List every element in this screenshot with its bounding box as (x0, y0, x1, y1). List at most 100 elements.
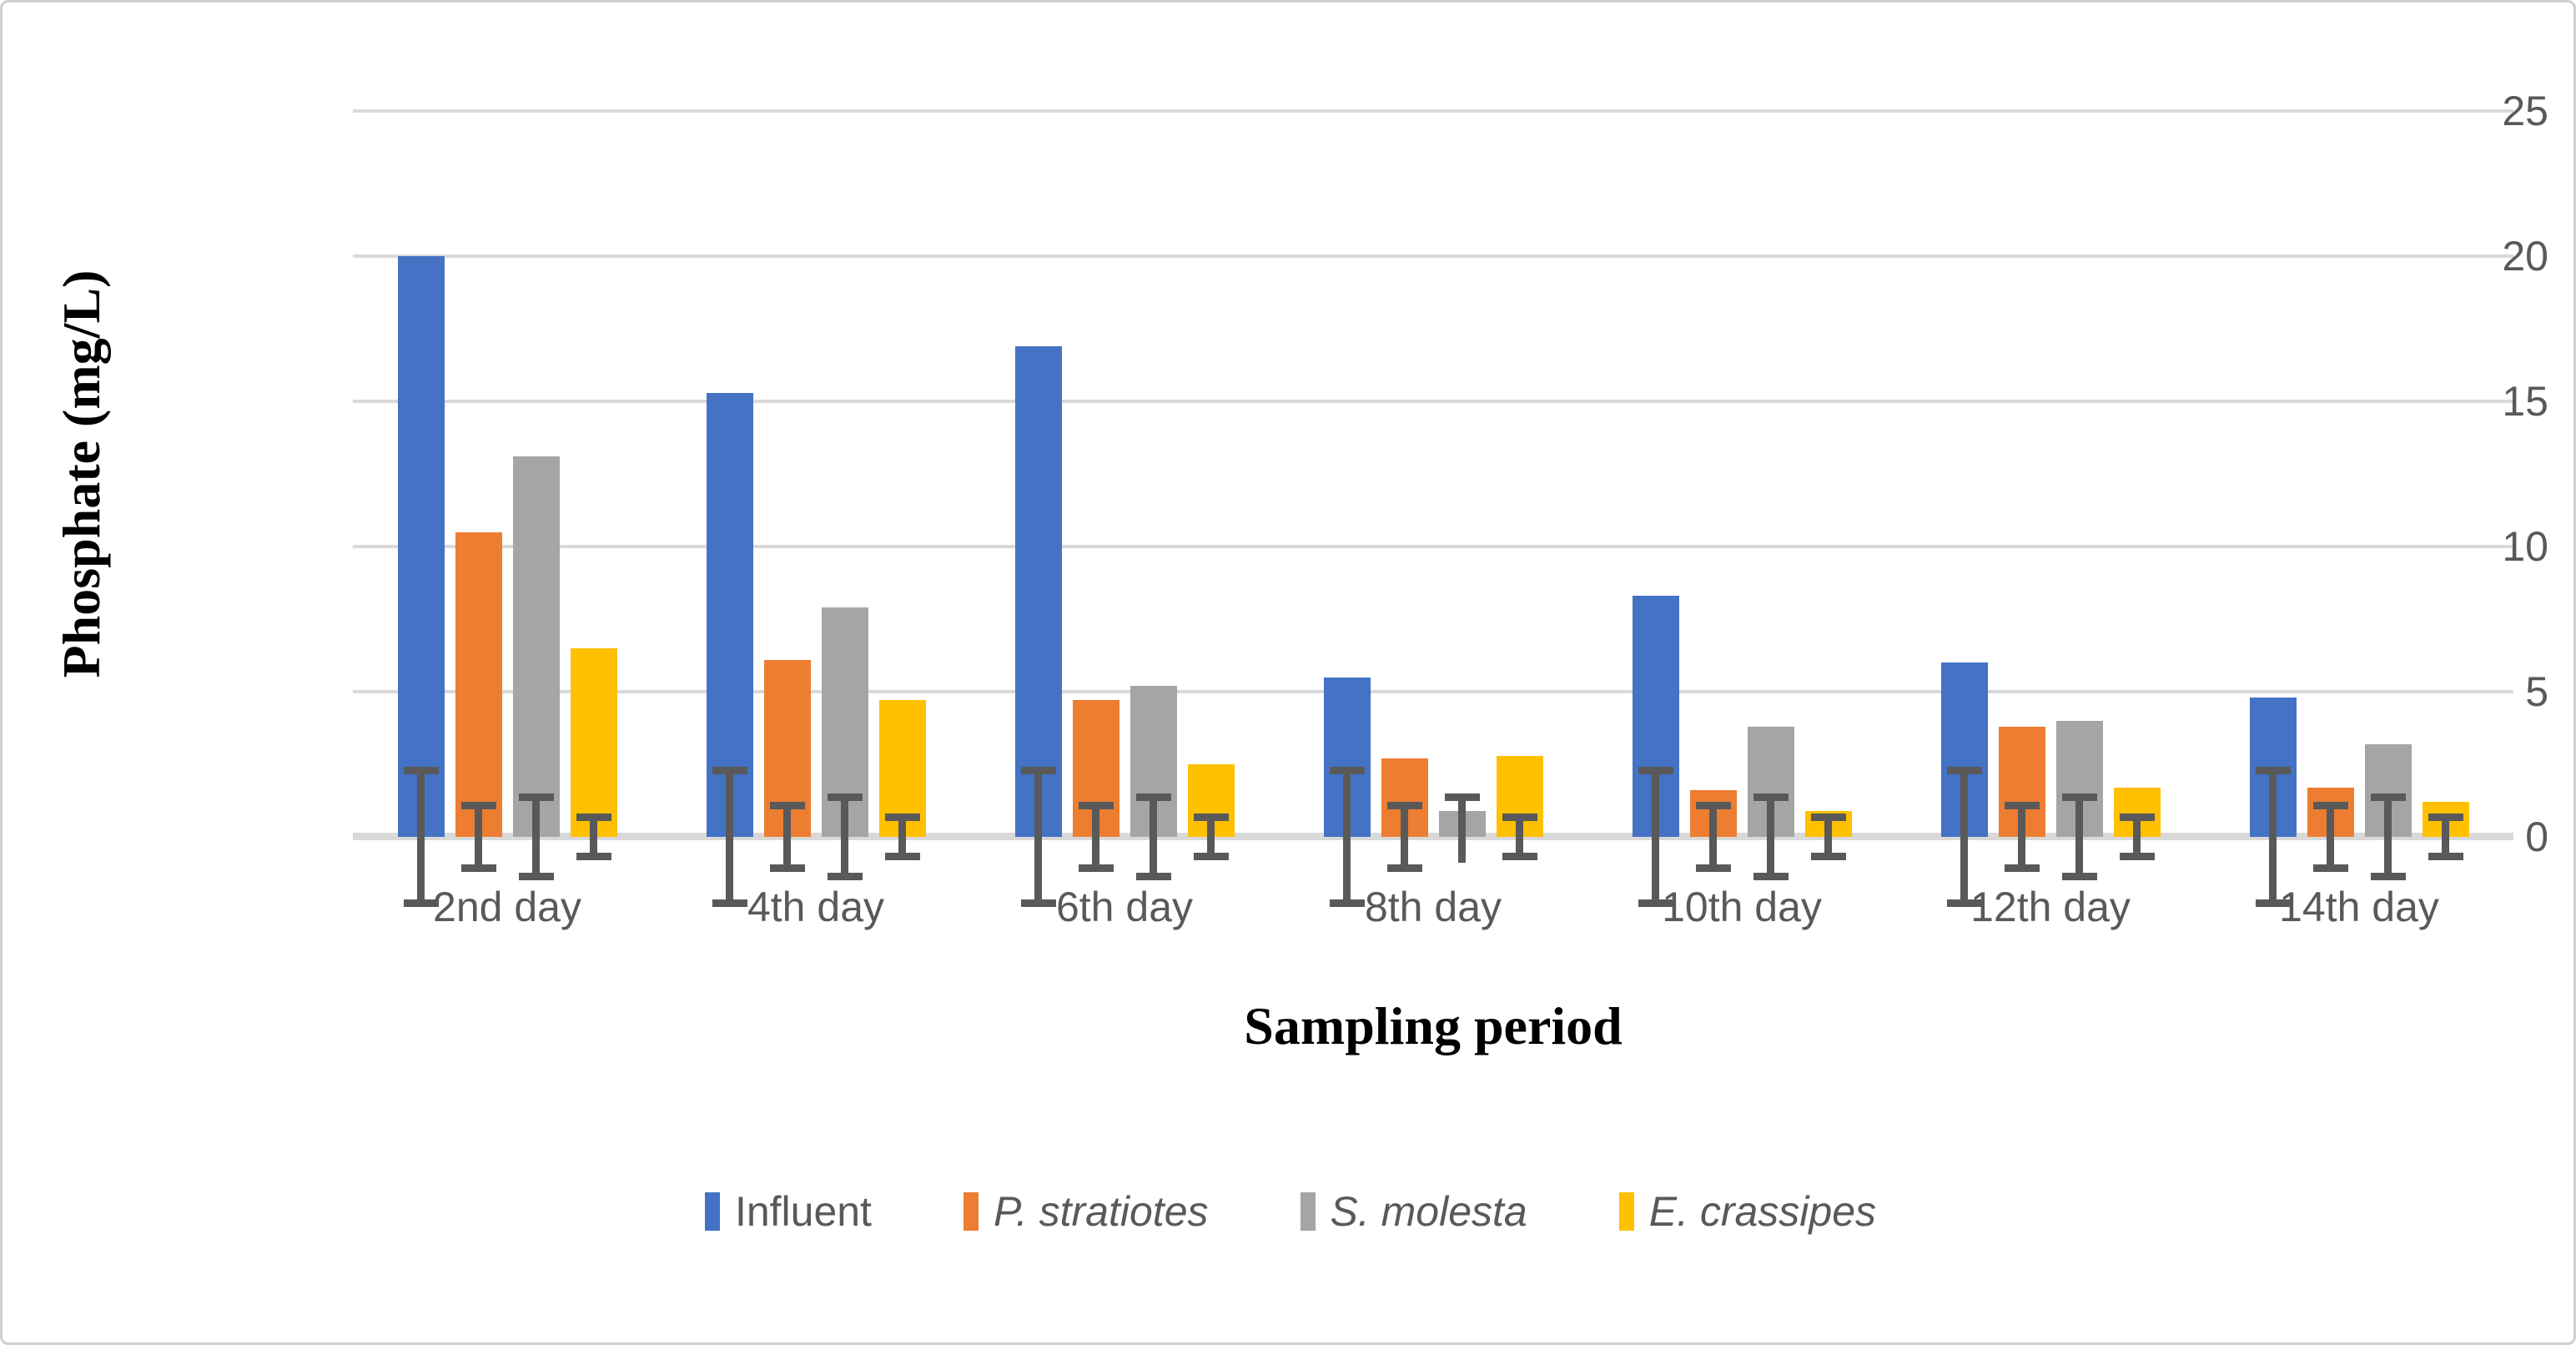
error-bar-bottom-cap (1810, 852, 1846, 860)
error-bar-top-cap (1386, 802, 1422, 810)
error-bar (1207, 814, 1215, 860)
y-tick-label-0: 0 (2525, 814, 2548, 860)
error-bar-bottom-cap (1386, 864, 1422, 872)
error-bar (1343, 767, 1351, 907)
error-bar-bottom-cap (1020, 899, 1056, 907)
error-bar-bottom-cap (1695, 864, 1731, 872)
error-bar-top-cap (712, 767, 747, 775)
error-bar-bottom-cap (712, 899, 747, 907)
error-bar-top-cap (884, 814, 920, 822)
error-bar-bottom-cap (1502, 852, 1537, 860)
y-tick-label-10: 10 (2502, 523, 2548, 570)
bar-group-8th-day (1279, 111, 1587, 907)
bar-P-stratiotes-14th-day (2307, 787, 2354, 872)
error-bar-bottom-cap (403, 899, 439, 907)
error-bar-bottom-cap (518, 873, 554, 881)
error-bar-top-cap (2119, 814, 2155, 822)
error-bar-top-cap (769, 802, 805, 810)
error-bar-bottom-cap (2119, 852, 2155, 860)
x-axis-title: Sampling period (1244, 996, 1623, 1055)
bar-Influent-4th-day (706, 392, 753, 907)
error-bar (2133, 814, 2141, 860)
y-tick-label-5: 5 (2525, 668, 2548, 715)
error-bar-top-cap (1502, 814, 1537, 822)
error-bar-bottom-cap (460, 864, 496, 872)
error-bar-top-cap (1135, 793, 1171, 801)
y-axis-title: Phosphate (mg/L) (52, 270, 111, 678)
error-bar-top-cap (1078, 802, 1114, 810)
error-bar-top-cap (2312, 802, 2348, 810)
error-bar-top-cap (1695, 802, 1731, 810)
error-bar-bottom-cap (884, 852, 920, 860)
error-bar-top-cap (403, 767, 439, 775)
x-tick-label-6th-day: 6th day (1055, 884, 1193, 930)
legend: Influent P. stratiotes S. molesta E. crassi… (3, 1187, 2573, 1236)
bar-Influent-10th-day (1632, 596, 1679, 907)
error-bar-top-cap (518, 793, 554, 801)
bar-E-crassipes-6th-day (1187, 764, 1235, 860)
bar-E-crassipes-2nd-day (570, 647, 617, 860)
error-bar (417, 767, 425, 907)
error-bar-top-cap (1810, 814, 1846, 822)
legend-swatch-icon (1618, 1192, 1634, 1231)
error-bar (1458, 793, 1466, 864)
x-axis-tick-labels: 2nd day 4th day 6th day 8th day 10th day 12th… (353, 883, 2513, 931)
bar-E-crassipes-8th-day (1496, 755, 1543, 860)
error-bar (783, 802, 791, 872)
bar-group-14th-day (2205, 111, 2513, 907)
error-bar-top-cap (2004, 802, 2040, 810)
error-bar-bottom-cap (1753, 873, 1789, 881)
bar-E-crassipes-10th-day (1804, 810, 1852, 860)
error-bar (1401, 802, 1408, 872)
bar-S-molesta-12th-day (2055, 720, 2103, 881)
bar-group-10th-day (1587, 111, 1896, 907)
error-bar-bottom-cap (2255, 899, 2291, 907)
error-bar (1652, 767, 1659, 907)
error-bar (2327, 802, 2334, 872)
error-bar (1034, 767, 1042, 907)
error-bar (1767, 793, 1774, 881)
error-bar-bottom-cap (769, 864, 805, 872)
legend-label: S. molesta (1330, 1188, 1527, 1235)
error-bar (726, 767, 733, 907)
bar-Influent-12th-day (1940, 662, 1988, 907)
error-bar-top-cap (1753, 793, 1789, 801)
bar-Influent-14th-day (2249, 697, 2297, 907)
error-bar-top-cap (2428, 814, 2463, 822)
bar-P-stratiotes-6th-day (1072, 700, 1119, 872)
bar-S-molesta-8th-day (1438, 793, 1486, 864)
error-bar-bottom-cap (1193, 852, 1229, 860)
gridline-15 (353, 400, 2513, 403)
error-bar-top-cap (2370, 793, 2406, 801)
bar-E-crassipes-4th-day (878, 700, 926, 860)
x-axis-baseline (353, 833, 2513, 840)
y-tick-label-20: 20 (2502, 233, 2548, 280)
y-tick-label-25: 25 (2502, 88, 2548, 134)
bar-group-6th-day (970, 111, 1279, 907)
bar-S-molesta-2nd-day (512, 456, 560, 881)
legend-item-P-stratiotes: P. stratiotes (963, 1187, 1209, 1236)
error-bar (532, 793, 540, 881)
error-bar-top-cap (827, 793, 863, 801)
error-bar-bottom-cap (2312, 864, 2348, 872)
x-tick-label-14th-day: 14th day (2279, 884, 2439, 930)
error-bar-top-cap (1946, 767, 1982, 775)
legend-item-S-molesta: S. molesta (1300, 1187, 1527, 1236)
error-bar (2384, 793, 2392, 881)
error-bar (898, 814, 906, 860)
bar-P-stratiotes-4th-day (763, 659, 811, 872)
error-bar (1092, 802, 1099, 872)
error-bar-top-cap (2061, 793, 2097, 801)
error-bar-top-cap (1444, 793, 1480, 801)
error-bar-top-cap (1193, 814, 1229, 822)
legend-label: Influent (734, 1188, 872, 1235)
legend-swatch-icon (963, 1192, 979, 1231)
x-tick-label-8th-day: 8th day (1364, 884, 1502, 930)
error-bar-bottom-cap (2004, 864, 2040, 872)
error-bar (1150, 793, 1157, 881)
x-tick-label-12th-day: 12th day (1970, 884, 2131, 930)
bar-S-molesta-14th-day (2364, 743, 2412, 881)
error-bar-bottom-cap (2428, 852, 2463, 860)
bar-groups (353, 111, 2513, 907)
